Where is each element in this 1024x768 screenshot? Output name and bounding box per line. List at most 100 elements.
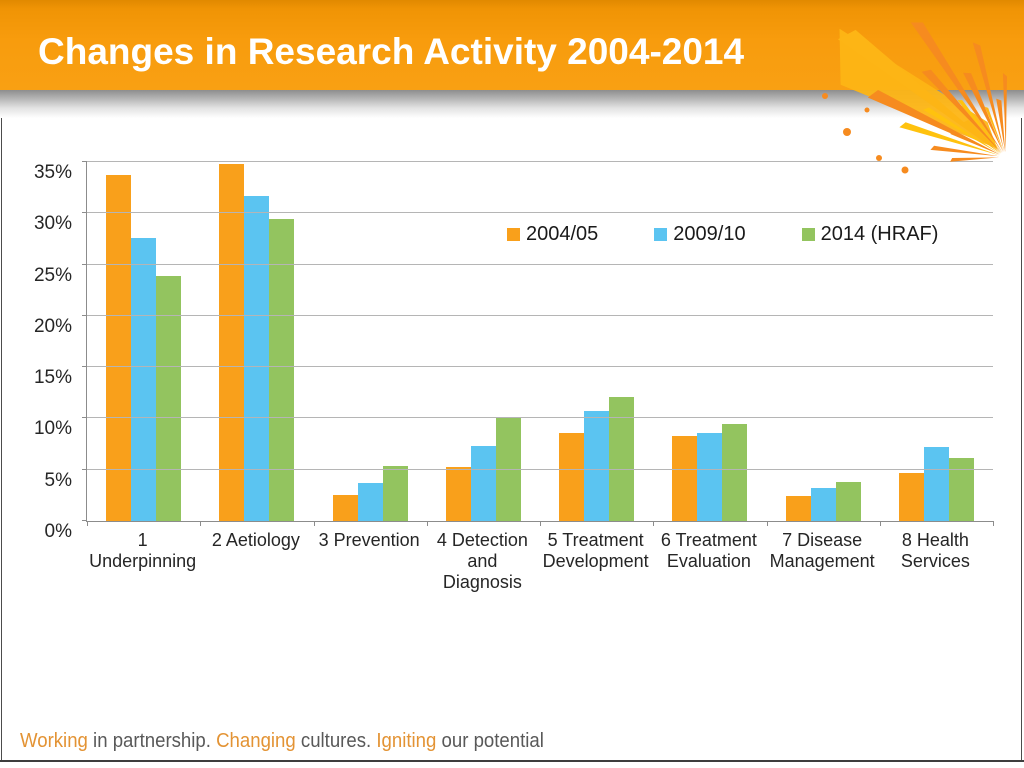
bar-2014-hraf-: [835, 482, 861, 521]
x-axis-tick: [766, 521, 768, 526]
slide-title: Changes in Research Activity 2004-2014: [38, 31, 745, 72]
x-axis-category-label-line: 7 Disease: [782, 530, 863, 550]
bar-2009-10: [470, 446, 496, 521]
bar-2014-hraf-: [156, 275, 182, 521]
legend-item: 2009/10: [654, 223, 746, 246]
y-axis-tick: [82, 212, 87, 214]
y-axis-labels: 0% 5% 10% 15% 20% 25% 30% 35%: [33, 162, 72, 542]
bar-group: [200, 162, 313, 521]
x-axis-category-label-line: 3 Prevention: [318, 530, 420, 550]
x-axis-category-label-line: Management: [769, 551, 875, 571]
legend-item: 2014 (HRAF): [801, 223, 939, 246]
footer-text: in partnership.: [87, 730, 217, 752]
x-axis-category-label-line: and: [467, 551, 498, 571]
footer-text: our potential: [436, 730, 544, 752]
legend-swatch-icon: [801, 228, 815, 241]
x-axis-category-label: 3 Prevention: [313, 530, 426, 593]
x-axis-tick: [540, 521, 541, 526]
x-axis-category-label-line: Development: [542, 551, 649, 571]
x-axis-category-label-line: 8 Health: [901, 530, 969, 550]
gridline: [87, 468, 993, 470]
x-axis-tick: [200, 521, 202, 526]
bar-group: [87, 162, 200, 521]
footer-tagline: Working in partnership. Changing culture…: [20, 730, 544, 753]
footer-text: cultures.: [295, 730, 377, 752]
x-axis-labels: 1 Underpinning 2 Aetiology 3 Prevention 4 De…: [86, 530, 992, 593]
x-axis-category-label-line: 6 Treatment: [660, 530, 757, 550]
bar-2014-hraf-: [609, 396, 635, 521]
bar-2014-hraf-: [495, 418, 521, 521]
bar-2004-05: [445, 466, 471, 521]
bar-group: [314, 162, 427, 521]
slide-border-left: [1, 98, 2, 761]
bar-2009-10: [584, 411, 610, 521]
x-axis-tick: [313, 521, 315, 526]
bar-group: [880, 162, 993, 521]
x-axis-category-label: 6 Treatment Evaluation: [652, 530, 765, 593]
x-axis-tick: [87, 521, 88, 526]
gridline: [87, 366, 993, 368]
footer-accent-word: Igniting: [376, 730, 437, 752]
slide-border-right: [1021, 98, 1022, 761]
bar-group: [653, 162, 766, 521]
legend-label: 2009/10: [673, 223, 746, 245]
bar-2009-10: [923, 447, 949, 521]
bar-group: [540, 162, 653, 521]
x-axis-tick: [879, 521, 881, 526]
y-axis-tick: [82, 520, 87, 521]
x-axis-category-label-line: Evaluation: [666, 551, 751, 571]
legend-swatch-icon: [654, 228, 668, 241]
bar-groups: [87, 162, 993, 521]
x-axis-category-label-line: Underpinning: [89, 551, 197, 571]
bar-group: [427, 162, 540, 521]
legend-label: 2014 (HRAF): [820, 223, 939, 245]
gridline: [87, 263, 993, 265]
y-axis-tick: [82, 468, 87, 470]
x-axis-tick: [653, 521, 655, 526]
bar-2009-10: [357, 483, 383, 521]
chart-legend: 2004/05 2009/10 2014 (HRAF): [507, 223, 994, 246]
bar-2009-10: [810, 488, 836, 521]
x-axis-tick: [993, 521, 994, 526]
legend-label: 2004/05: [526, 223, 599, 245]
footer-accent-word: Working: [20, 730, 88, 752]
y-axis-tick: [82, 161, 87, 162]
gridline: [87, 161, 993, 162]
x-axis-category-label: 8 Health Services: [879, 530, 992, 593]
x-axis-category-label: 4 Detection and Diagnosis: [426, 530, 539, 593]
bar-2009-10: [131, 237, 157, 521]
bar-group: [767, 162, 880, 521]
y-axis-tick: [82, 314, 87, 316]
x-axis-category-label: 7 Disease Management: [766, 530, 879, 593]
x-axis-category-label-line: 4 Detection: [436, 530, 528, 550]
bar-2004-05: [106, 175, 132, 521]
legend-item: 2004/05: [507, 223, 598, 246]
bar-2009-10: [244, 195, 270, 521]
bar-2014-hraf-: [269, 219, 295, 521]
plot-area: 2004/05 2009/10 2014 (HRAF): [82, 161, 994, 526]
legend-swatch-icon: [507, 228, 520, 241]
slide-border-bottom: [0, 760, 1024, 762]
bar-2004-05: [785, 496, 811, 521]
bar-2014-hraf-: [722, 423, 748, 521]
bar-2009-10: [697, 432, 723, 521]
gridline: [87, 314, 993, 316]
gridline: [87, 212, 993, 214]
x-axis-category-label-line: 2 Aetiology: [211, 530, 300, 550]
y-axis-tick: [82, 417, 87, 419]
x-axis-category-label-line: Diagnosis: [442, 572, 522, 592]
x-axis-category-label: 1 Underpinning: [86, 530, 199, 593]
x-axis-category-label: 2 Aetiology: [199, 530, 312, 593]
footer-accent-word: Changing: [216, 730, 296, 752]
bar-2004-05: [672, 435, 698, 521]
bar-2004-05: [332, 495, 358, 521]
y-axis-tick: [82, 366, 87, 368]
bar-2004-05: [559, 432, 585, 521]
gridline: [87, 417, 993, 419]
x-axis-category-label-line: Services: [900, 551, 970, 571]
x-axis-category-label-line: 1: [137, 530, 148, 550]
x-axis-category-label-line: 5 Treatment: [547, 530, 644, 550]
x-axis-tick: [426, 521, 428, 526]
bar-2014-hraf-: [382, 465, 408, 521]
